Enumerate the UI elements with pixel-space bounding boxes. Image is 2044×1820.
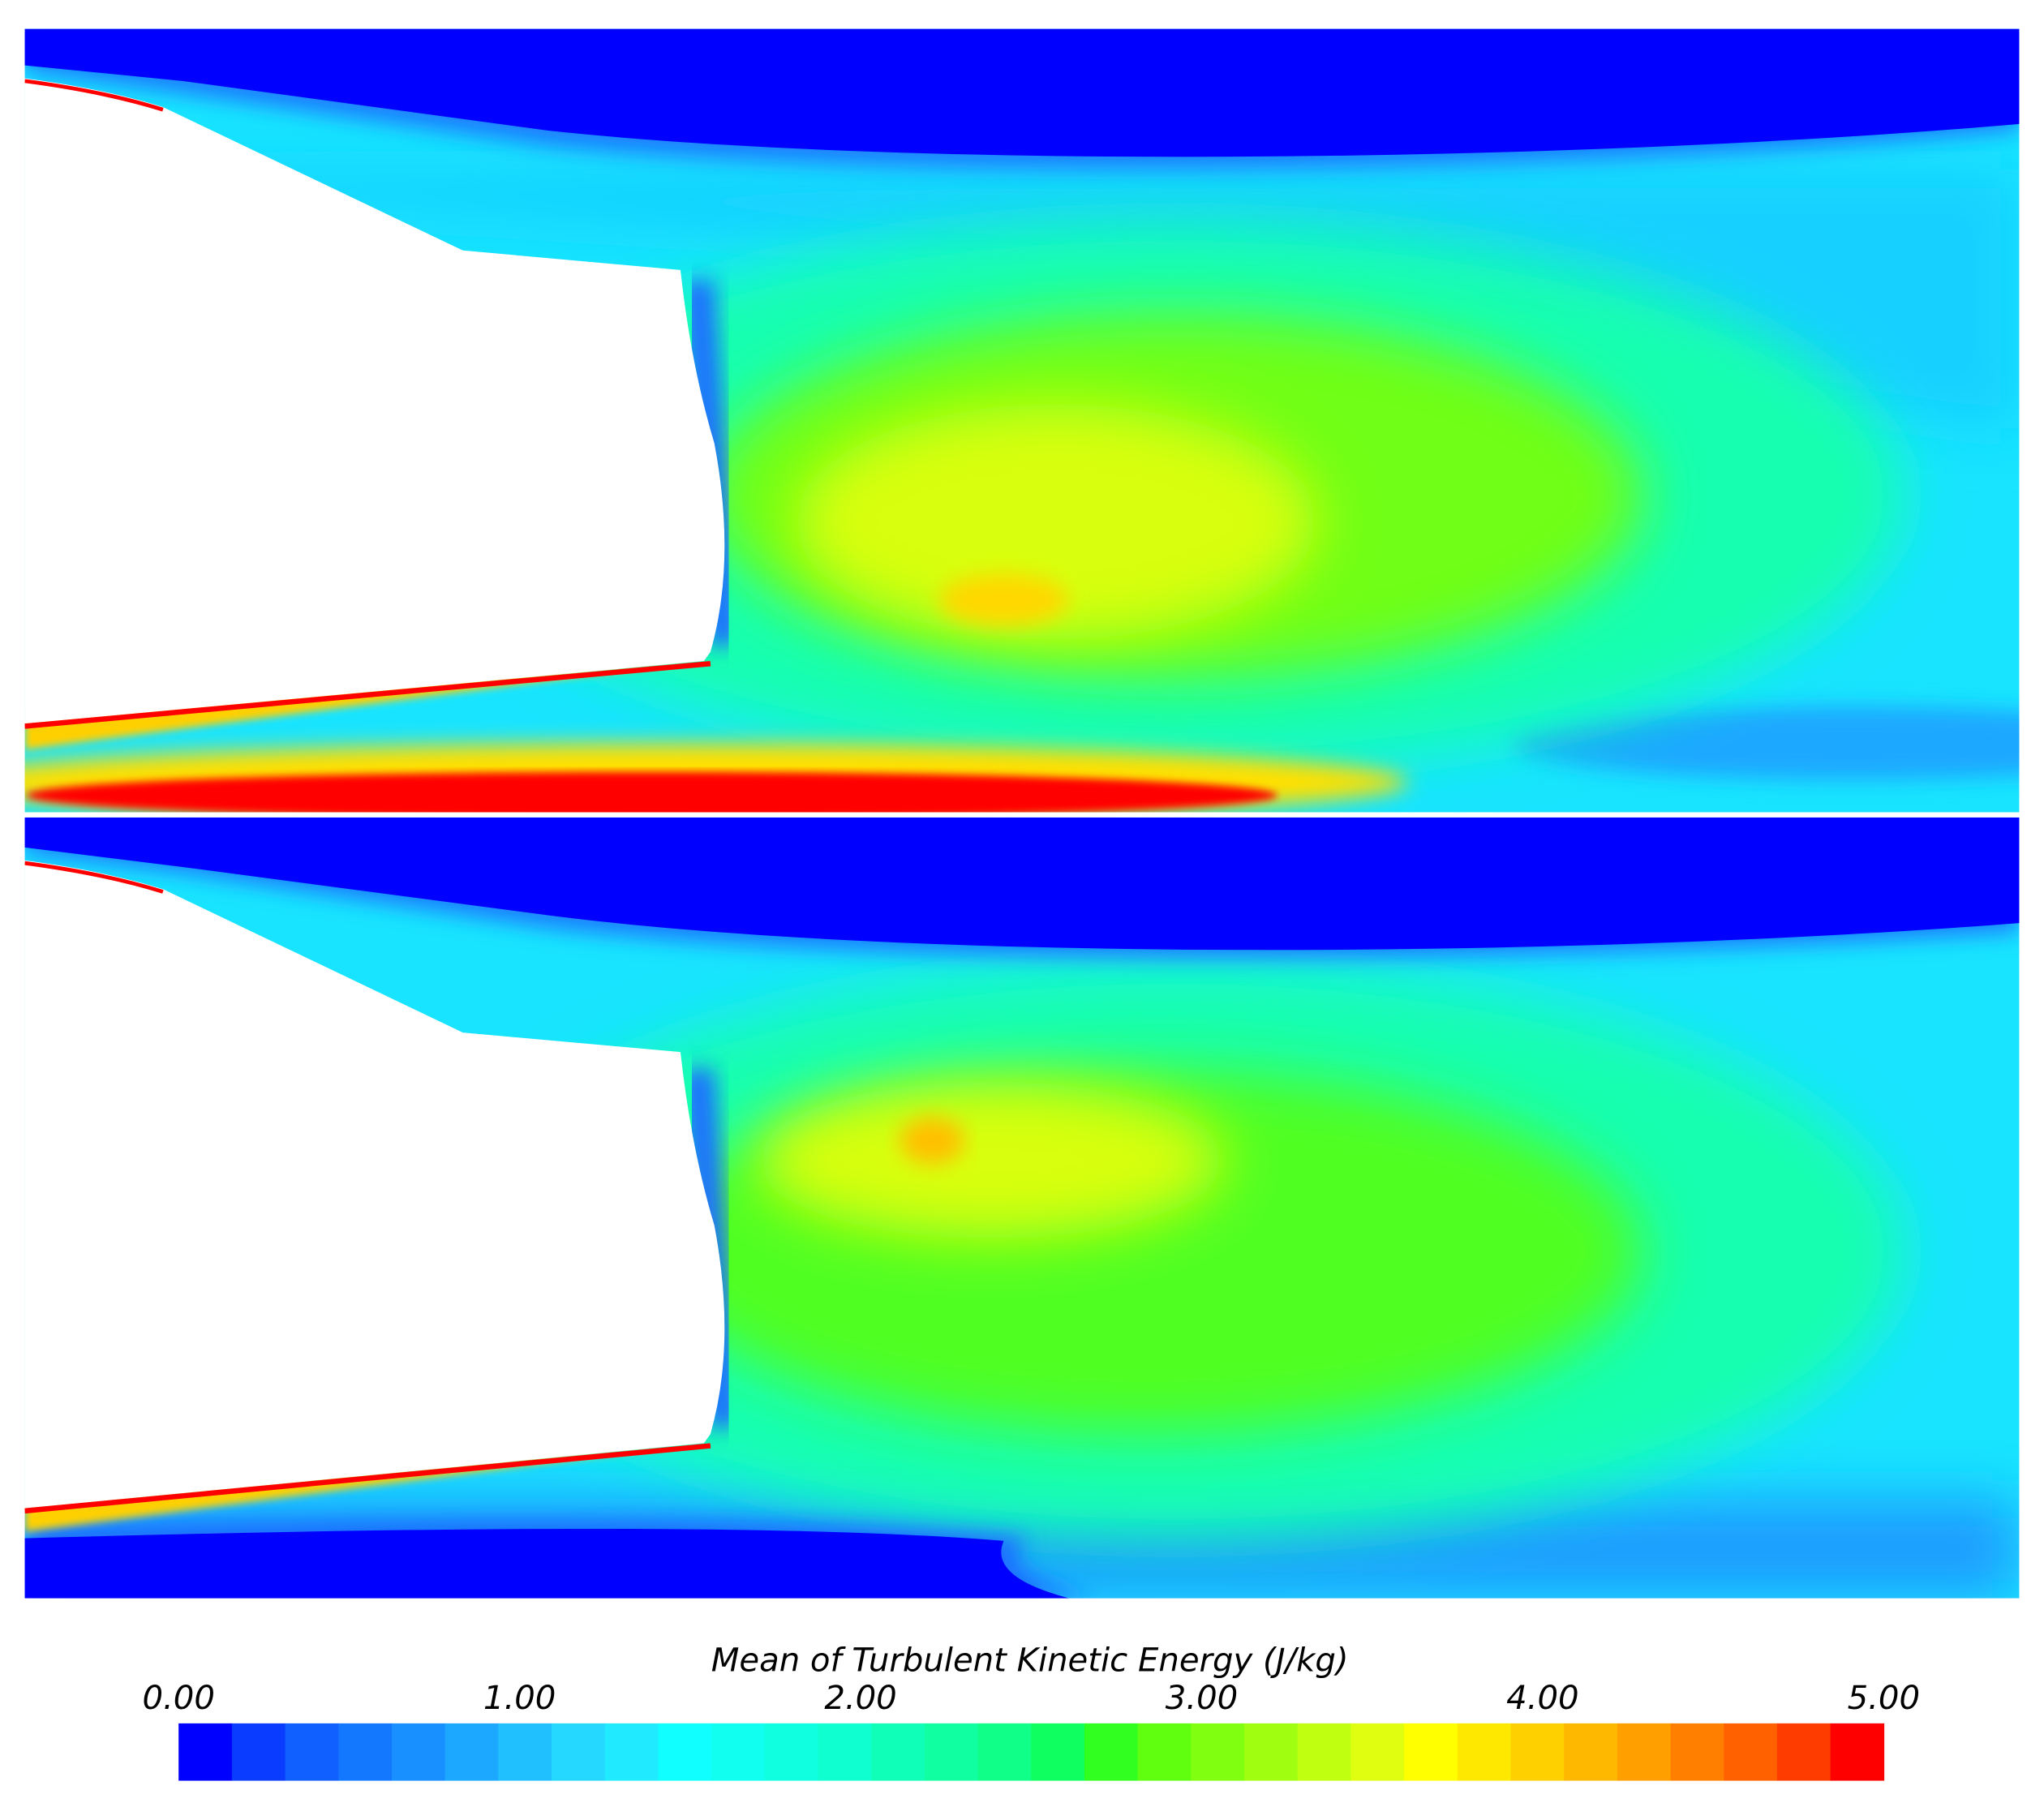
colorbar-segment <box>1031 1723 1085 1781</box>
colorbar-tick-label: 5.00 <box>1848 1680 1920 1717</box>
bottom-panel <box>24 817 2020 1599</box>
field-wall-layer <box>24 1440 711 1532</box>
colorbar-segment <box>498 1723 552 1781</box>
colorbar-tick-label: 3.00 <box>1166 1680 1238 1717</box>
colorbar-segment <box>1510 1723 1565 1781</box>
colorbar-segment <box>1404 1723 1458 1781</box>
colorbar-segment <box>231 1723 286 1781</box>
colorbar-segment <box>285 1723 340 1781</box>
field-shear <box>26 771 1278 813</box>
colorbar-segment <box>818 1723 872 1781</box>
colorbar-segment <box>764 1723 819 1781</box>
colorbar-tick-label: 2.00 <box>824 1680 896 1717</box>
colorbar-segment <box>1350 1723 1405 1781</box>
colorbar-segment <box>338 1723 393 1781</box>
colorbar-tick-label: 1.00 <box>483 1680 556 1717</box>
wall-edge <box>24 1443 711 1514</box>
field-low-region <box>1512 706 2020 780</box>
field-peak <box>756 1082 1226 1238</box>
wall-edge <box>24 661 711 729</box>
field-wall-layer <box>24 658 711 750</box>
colorbar-segment <box>1564 1723 1618 1781</box>
colorbar-segment <box>1297 1723 1352 1781</box>
colorbar-tick-label: 0.00 <box>142 1680 214 1717</box>
colorbar-segment <box>1617 1723 1672 1781</box>
field-band <box>24 170 2020 431</box>
colorbar-tick-label: 4.00 <box>1506 1680 1578 1717</box>
field-blue <box>24 817 2020 951</box>
colorbar-segment <box>871 1723 925 1781</box>
colorbar-segment <box>658 1723 712 1781</box>
body <box>24 78 725 724</box>
colorbar-segment <box>1137 1723 1192 1781</box>
field-peak <box>795 404 1317 639</box>
colorbar-segment <box>1724 1723 1778 1781</box>
field-blue <box>24 1528 1069 1599</box>
colorbar-segment <box>1244 1723 1299 1781</box>
field-blue <box>24 28 2020 157</box>
colorbar-segment <box>552 1723 606 1781</box>
colorbar-segment <box>178 1723 233 1781</box>
colorbar-segment <box>977 1723 1033 1781</box>
colorbar-segment <box>1670 1723 1725 1781</box>
colorbar-title: Mean of Turbulent Kinetic Energy (J/kg) <box>711 1642 1349 1680</box>
top-panel <box>24 28 2020 813</box>
colorbar-segment <box>444 1723 500 1781</box>
colorbar-segment <box>1084 1723 1139 1781</box>
colorbar-segment <box>1191 1723 1245 1781</box>
field-max <box>938 573 1069 626</box>
body <box>24 860 725 1509</box>
colorbar-segment <box>1776 1723 1831 1781</box>
colorbar-segment <box>1830 1723 1885 1781</box>
colorbar-segment <box>604 1723 659 1781</box>
field-max <box>899 1117 965 1165</box>
colorbar-segment <box>924 1723 979 1781</box>
colorbar-segment <box>711 1723 766 1781</box>
wall-edge <box>24 861 164 894</box>
wall-edge <box>24 79 164 112</box>
colorbar-segment <box>391 1723 446 1781</box>
colorbar-segment <box>1457 1723 1512 1781</box>
